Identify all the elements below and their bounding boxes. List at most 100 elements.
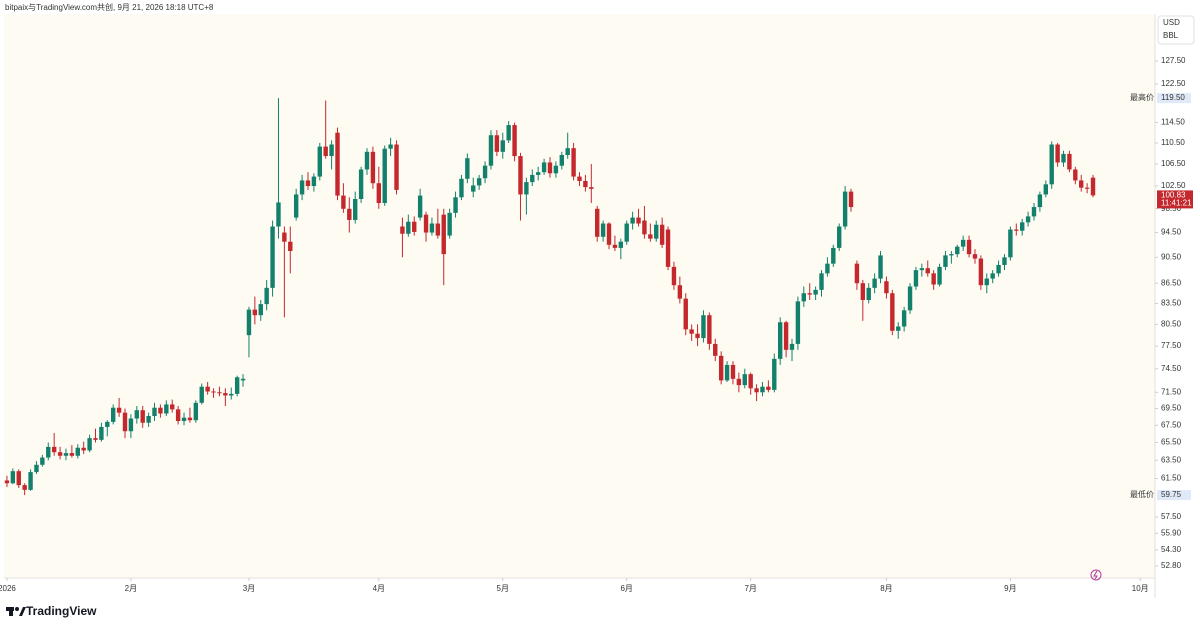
x-tick-label: 8月 (880, 584, 892, 593)
y-tick-label: 77.50 (1161, 341, 1182, 350)
candle-body (925, 268, 930, 274)
candle-body (713, 343, 718, 356)
candle-body (282, 232, 287, 242)
candle-body (164, 404, 169, 414)
candle-body (1043, 184, 1049, 195)
candle-body (659, 224, 665, 245)
y-tick-label: 52.80 (1161, 561, 1182, 570)
candle-body (40, 457, 45, 465)
candle-body (624, 223, 629, 242)
candle-body (742, 374, 747, 386)
candle-body (51, 446, 57, 453)
low-marker-label: 最低价 (1130, 489, 1154, 499)
candle-body (471, 185, 476, 192)
candle-body (81, 447, 86, 451)
candle-body (500, 140, 505, 152)
candle-body (1008, 229, 1013, 258)
candle-body (317, 146, 322, 177)
candle-body (701, 315, 706, 339)
y-tick-label: 67.50 (1161, 420, 1182, 429)
candle-body (335, 132, 340, 196)
candle-body (896, 326, 901, 331)
candle-body (276, 202, 281, 227)
y-tick-label: 127.50 (1161, 56, 1186, 65)
candle-body (583, 180, 588, 188)
candle-body (595, 208, 600, 237)
candle-body (223, 393, 228, 396)
candle-body (10, 471, 16, 484)
candle-body (677, 285, 683, 299)
candle-body (116, 407, 122, 413)
candle-body (807, 293, 812, 295)
candle-body (577, 176, 582, 181)
y-tick-label: 98.50 (1161, 204, 1182, 213)
candle-body (783, 322, 789, 350)
candle-body (417, 195, 423, 218)
candle-body (600, 223, 606, 237)
candle-body (571, 148, 576, 177)
candle-body (760, 386, 765, 393)
candle-body (69, 453, 75, 456)
candle-body (447, 212, 452, 236)
candle-body (689, 329, 694, 334)
high-marker-box (1157, 93, 1191, 104)
y-tick-label: 71.50 (1161, 387, 1182, 396)
candle-body (270, 226, 275, 288)
candle-body (589, 187, 594, 189)
candle-body (1055, 144, 1060, 163)
candle-body (518, 156, 523, 195)
candle-body (217, 392, 222, 394)
candle-body (412, 221, 417, 232)
candle-body (943, 255, 948, 267)
candle-body (476, 178, 482, 186)
candle-body (63, 453, 69, 456)
last-price-countdown: 11:41:21 (1161, 199, 1192, 208)
candle-body (996, 264, 1001, 274)
candle-body (512, 125, 517, 157)
candle-body (1079, 180, 1084, 188)
candle-body (831, 247, 836, 264)
candle-body (547, 162, 553, 174)
candle-body (1025, 216, 1031, 223)
candle-body (134, 410, 140, 419)
candle-body (825, 263, 830, 274)
event-icon[interactable] (1090, 569, 1102, 581)
candle-body (648, 234, 653, 239)
candle-body (1049, 144, 1054, 185)
candle-body (293, 194, 299, 218)
header-text: bitpaix与TradingView.com共创, 9月 21, 2026 1… (5, 2, 214, 12)
candle-body (264, 287, 269, 305)
candle-body (288, 241, 293, 252)
candle-body (453, 197, 458, 213)
candle-body (960, 239, 966, 247)
candle-body (789, 343, 795, 350)
candle-body (252, 309, 258, 316)
candle-body (435, 223, 441, 236)
y-tick-label: 57.50 (1161, 512, 1182, 521)
candle-body (683, 298, 688, 330)
candle-body (382, 148, 387, 204)
candle-body (907, 286, 913, 311)
candle-body (966, 239, 972, 255)
y-tick-label: 54.30 (1161, 545, 1182, 554)
candle-body (949, 254, 954, 256)
candle-body (364, 151, 370, 170)
candle-body (158, 407, 163, 414)
candle-body (170, 404, 175, 410)
candle-body (105, 421, 110, 427)
candle-body (1061, 153, 1066, 163)
y-tick-label: 61.50 (1161, 474, 1182, 483)
candle-body (535, 172, 541, 175)
candle-body (630, 217, 635, 224)
y-tick-label: 86.50 (1161, 278, 1182, 287)
candle-body (234, 377, 240, 394)
y-tick-label: 90.50 (1161, 252, 1182, 261)
candle-body (199, 386, 204, 403)
candle-body (1067, 153, 1072, 170)
candle-body (748, 374, 753, 389)
candle-body (175, 409, 181, 422)
x-tick-label: 6月 (620, 584, 632, 593)
candle-body (541, 162, 547, 173)
candle-body (140, 410, 145, 423)
